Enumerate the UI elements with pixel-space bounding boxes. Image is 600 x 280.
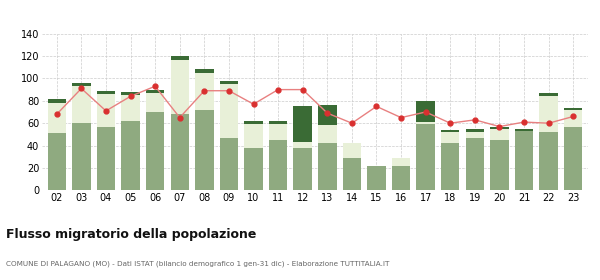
Bar <box>47 99 66 103</box>
Bar <box>539 96 558 132</box>
Bar <box>343 143 361 158</box>
Bar <box>318 143 337 190</box>
Bar <box>47 133 66 190</box>
Bar <box>195 69 214 73</box>
Bar <box>564 110 583 127</box>
Bar <box>195 73 214 110</box>
Bar <box>318 125 337 143</box>
Bar <box>244 121 263 124</box>
Bar <box>97 91 115 94</box>
Bar <box>441 143 460 190</box>
Bar <box>343 158 361 190</box>
Bar <box>466 129 484 132</box>
Bar <box>416 101 435 122</box>
Bar <box>490 140 509 190</box>
Bar <box>318 105 337 125</box>
Bar <box>195 110 214 190</box>
Bar <box>490 127 509 129</box>
Bar <box>367 166 386 190</box>
Bar <box>539 132 558 190</box>
Bar <box>515 131 533 190</box>
Bar <box>72 86 91 123</box>
Bar <box>466 132 484 138</box>
Text: COMUNE DI PALAGANO (MO) - Dati ISTAT (bilancio demografico 1 gen-31 dic) - Elabo: COMUNE DI PALAGANO (MO) - Dati ISTAT (bi… <box>6 260 389 267</box>
Bar <box>515 129 533 131</box>
Bar <box>72 123 91 190</box>
Bar <box>539 93 558 96</box>
Bar <box>97 94 115 127</box>
Bar <box>47 103 66 133</box>
Bar <box>146 93 164 112</box>
Bar <box>220 138 238 190</box>
Bar <box>170 56 189 60</box>
Bar <box>293 106 312 142</box>
Bar <box>121 95 140 121</box>
Bar <box>146 112 164 190</box>
Bar <box>441 130 460 132</box>
Bar <box>564 108 583 110</box>
Bar <box>121 121 140 190</box>
Bar <box>416 124 435 190</box>
Bar <box>564 127 583 190</box>
Bar <box>392 166 410 190</box>
Bar <box>97 127 115 190</box>
Bar <box>490 129 509 140</box>
Bar <box>170 114 189 190</box>
Bar <box>293 142 312 148</box>
Bar <box>121 92 140 95</box>
Bar <box>466 138 484 190</box>
Bar <box>293 148 312 190</box>
Bar <box>441 132 460 143</box>
Bar <box>269 140 287 190</box>
Bar <box>269 121 287 124</box>
Bar <box>220 84 238 138</box>
Text: Flusso migratorio della popolazione: Flusso migratorio della popolazione <box>6 228 256 241</box>
Bar <box>392 158 410 166</box>
Bar <box>269 124 287 140</box>
Bar <box>170 60 189 114</box>
Bar <box>244 148 263 190</box>
Bar <box>220 81 238 84</box>
Bar <box>244 124 263 148</box>
Bar <box>416 122 435 124</box>
Bar <box>146 90 164 93</box>
Bar <box>72 83 91 86</box>
